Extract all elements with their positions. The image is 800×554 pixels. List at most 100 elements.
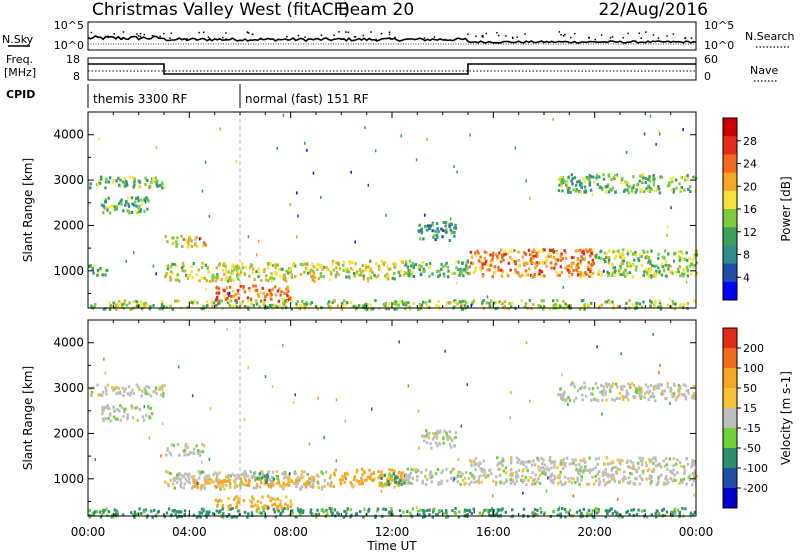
- noise-cell: [591, 193, 594, 197]
- nsky-dot: [666, 35, 668, 37]
- data-cell: [523, 263, 526, 267]
- data-cell: [378, 481, 381, 485]
- data-cell: [424, 301, 428, 305]
- data-cell: [349, 301, 353, 304]
- data-cell: [263, 301, 266, 304]
- data-cell: [311, 269, 315, 273]
- data-cell: [120, 198, 123, 202]
- noise-cell: [418, 446, 420, 450]
- data-cell: [397, 470, 401, 474]
- data-cell: [627, 398, 630, 402]
- data-cell: [308, 477, 311, 481]
- data-cell: [325, 512, 329, 516]
- data-cell: [660, 383, 663, 387]
- noise-cell: [226, 327, 228, 331]
- nsky-dot: [247, 32, 250, 34]
- data-cell: [231, 289, 235, 293]
- data-cell: [301, 263, 304, 267]
- data-cell: [115, 205, 118, 209]
- data-cell: [542, 469, 546, 473]
- data-cell: [131, 405, 134, 409]
- data-cell: [579, 387, 582, 390]
- data-cell: [537, 304, 540, 307]
- data-cell: [112, 301, 115, 305]
- data-cell: [583, 386, 586, 390]
- data-cell: [173, 486, 176, 490]
- data-cell: [123, 408, 126, 412]
- data-cell: [599, 390, 602, 394]
- data-cell: [611, 382, 615, 386]
- data-cell: [303, 303, 306, 306]
- data-cell: [165, 453, 168, 457]
- data-cell: [563, 179, 566, 183]
- data-cell: [147, 392, 150, 396]
- data-cell: [333, 508, 337, 512]
- data-cell: [580, 271, 583, 275]
- data-cell: [666, 382, 669, 385]
- data-cell: [271, 475, 274, 479]
- data-cell: [189, 451, 192, 455]
- data-cell: [283, 484, 286, 488]
- data-cell: [286, 271, 290, 275]
- data-cell: [309, 484, 313, 488]
- data-cell: [200, 511, 204, 515]
- nsky-dot: [657, 37, 660, 39]
- data-cell: [271, 480, 275, 484]
- date-title: 22/Aug/2016: [598, 0, 708, 20]
- data-cell: [344, 302, 348, 306]
- noise-cell: [282, 344, 284, 348]
- data-cell: [671, 180, 674, 184]
- data-cell: [559, 512, 562, 516]
- data-cell: [137, 386, 140, 389]
- data-cell: [424, 483, 428, 486]
- data-cell: [164, 480, 167, 484]
- data-cell: [561, 467, 565, 470]
- data-cell: [483, 471, 486, 475]
- data-cell: [611, 186, 615, 190]
- data-cell: [591, 509, 594, 513]
- data-cell: [453, 444, 457, 448]
- data-cell: [122, 394, 125, 398]
- data-cell: [258, 472, 262, 476]
- data-cell: [310, 512, 314, 516]
- data-cell: [395, 307, 398, 311]
- data-cell: [517, 469, 521, 472]
- data-cell: [621, 515, 624, 519]
- data-cell: [554, 258, 558, 262]
- data-cell: [190, 244, 194, 248]
- data-cell: [618, 269, 621, 273]
- data-cell: [566, 304, 570, 308]
- data-cell: [595, 511, 599, 515]
- nave-tick-bottom: 0: [704, 70, 711, 83]
- noise-cell: [466, 383, 469, 387]
- data-cell: [642, 249, 645, 253]
- data-cell: [140, 307, 144, 311]
- data-cell: [370, 307, 373, 311]
- data-cell: [228, 275, 232, 279]
- data-cell: [242, 499, 246, 502]
- data-cell: [237, 476, 241, 480]
- data-cell: [258, 511, 261, 515]
- data-cell: [611, 384, 614, 388]
- data-cell: [501, 253, 504, 257]
- data-cell: [672, 176, 675, 180]
- data-cell: [115, 179, 118, 183]
- data-cell: [602, 385, 605, 388]
- data-cell: [210, 300, 214, 304]
- data-cell: [481, 266, 484, 270]
- data-cell: [625, 391, 629, 395]
- data-cell: [408, 271, 411, 275]
- data-cell: [245, 474, 249, 478]
- data-cell: [135, 383, 138, 387]
- data-cell: [170, 443, 174, 447]
- data-cell: [212, 480, 215, 484]
- data-cell: [116, 391, 120, 395]
- nsky-dot: [136, 33, 138, 35]
- colorbar-swatch: [723, 348, 737, 369]
- data-cell: [240, 473, 244, 476]
- data-cell: [672, 301, 675, 305]
- data-cell: [679, 386, 682, 390]
- data-cell: [299, 508, 302, 512]
- data-cell: [159, 393, 163, 397]
- data-cell: [218, 498, 221, 502]
